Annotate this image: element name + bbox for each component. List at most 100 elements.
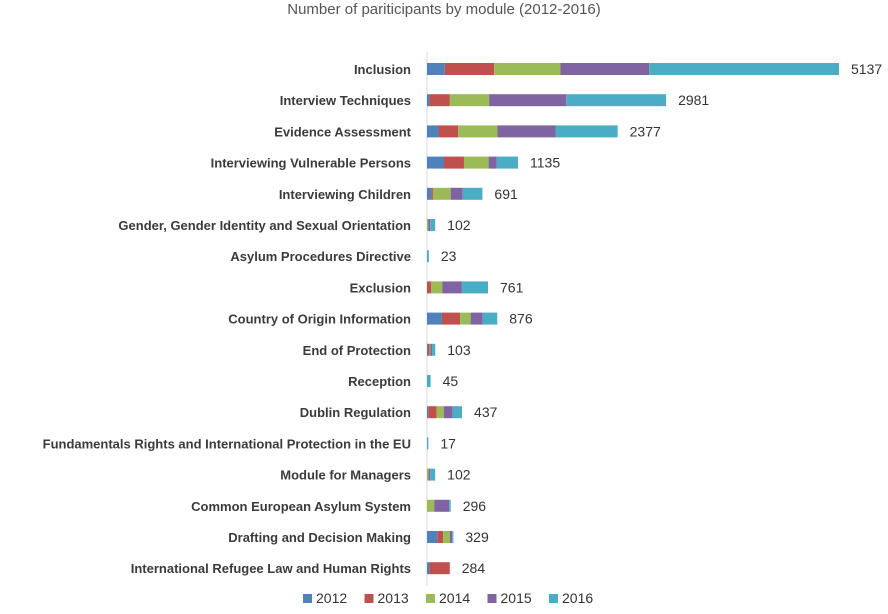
bar-segment-inclusion-2012	[427, 63, 445, 75]
bars-layer	[427, 63, 839, 575]
bar-segment-evidence-assessment-2015	[497, 125, 556, 138]
bar-segment-interviewing-children-2013	[431, 187, 433, 200]
bar-segment-drafting-and-decision-making-2013	[437, 531, 444, 543]
category-label-gender-gender-identity-and-sexual-orientation: Gender, Gender Identity and Sexual Orien…	[118, 218, 411, 233]
bar-segment-evidence-assessment-2013	[438, 125, 459, 138]
bar-segment-international-refugee-law-and-human-rights-2013	[429, 562, 450, 575]
bar-segment-interview-techniques-2015	[489, 94, 567, 107]
bar-segment-end-of-protection-2013	[427, 343, 430, 356]
bar-segment-interview-techniques-2014	[449, 94, 490, 107]
bar-segment-interviewing-children-2012	[427, 187, 432, 200]
total-label-exclusion: 761	[500, 279, 524, 295]
bar-segment-exclusion-2013	[427, 281, 432, 294]
bar-segment-reception-2016	[427, 375, 431, 387]
bar-segment-interviewing-vulnerable-persons-2013	[444, 156, 464, 169]
bar-segment-country-of-origin-information-2013	[441, 312, 461, 325]
legend-label-2012: 2012	[316, 590, 347, 606]
bar-segment-evidence-assessment-2012	[427, 125, 439, 138]
bar-segment-gender-gender-identity-and-sexual-orientation-2014	[427, 219, 429, 231]
bar-segment-evidence-assessment-2014	[458, 125, 498, 138]
bar-segment-evidence-assessment-2016	[555, 125, 618, 138]
category-label-interview-techniques: Interview Techniques	[280, 93, 411, 108]
category-label-interviewing-vulnerable-persons: Interviewing Vulnerable Persons	[211, 156, 411, 171]
bar-segment-dublin-regulation-2012	[427, 406, 429, 419]
bar-segment-common-european-asylum-system-2016	[449, 499, 451, 512]
bar-segment-exclusion-2015	[442, 281, 462, 294]
bar-segment-country-of-origin-information-2012	[427, 312, 442, 325]
total-label-interviewing-vulnerable-persons: 1135	[530, 155, 560, 171]
category-label-common-european-asylum-system: Common European Asylum System	[191, 499, 411, 514]
category-label-end-of-protection: End of Protection	[303, 343, 411, 358]
legend-swatch-2015	[487, 594, 497, 603]
bar-segment-gender-gender-identity-and-sexual-orientation-2016	[430, 219, 436, 231]
total-label-fundamentals-rights-and-international-protection-in-the-eu: 17	[440, 435, 456, 451]
total-label-international-refugee-law-and-human-rights: 284	[462, 560, 486, 576]
category-label-interviewing-children: Interviewing Children	[279, 187, 411, 202]
bar-segment-gender-gender-identity-and-sexual-orientation-2015	[428, 219, 431, 231]
chart-title: Number of pariticipants by module (2012-…	[287, 1, 601, 18]
total-label-reception: 45	[443, 373, 459, 389]
total-label-end-of-protection: 103	[447, 342, 471, 358]
legend-label-2014: 2014	[439, 590, 470, 606]
bar-segment-module-for-managers-2014	[427, 468, 429, 481]
bar-segment-interviewing-children-2016	[462, 187, 483, 200]
total-label-gender-gender-identity-and-sexual-orientation: 102	[447, 217, 471, 233]
bar-segment-interviewing-children-2014	[432, 187, 451, 200]
total-label-module-for-managers: 102	[447, 467, 471, 483]
total-label-common-european-asylum-system: 296	[463, 498, 487, 514]
category-label-dublin-regulation: Dublin Regulation	[300, 405, 411, 420]
total-label-interview-techniques: 2981	[678, 92, 709, 108]
bar-segment-interviewing-children-2015	[450, 187, 463, 200]
category-label-drafting-and-decision-making: Drafting and Decision Making	[228, 530, 411, 545]
bar-segment-asylum-procedures-directive-2016	[427, 250, 429, 263]
legend-swatch-2014	[426, 594, 435, 603]
bar-segment-end-of-protection-2014	[429, 343, 431, 356]
bar-segment-interview-techniques-2016	[566, 94, 667, 107]
total-label-drafting-and-decision-making: 329	[465, 529, 489, 545]
total-label-interviewing-children: 691	[494, 186, 518, 202]
bar-segment-interviewing-vulnerable-persons-2014	[463, 156, 489, 169]
bar-segment-country-of-origin-information-2014	[460, 312, 471, 325]
category-label-reception: Reception	[348, 374, 411, 389]
bar-segment-inclusion-2016	[649, 63, 839, 75]
bar-segment-international-refugee-law-and-human-rights-2012	[427, 562, 430, 575]
total-label-evidence-assessment: 2377	[630, 123, 661, 139]
bar-segment-country-of-origin-information-2015	[470, 312, 483, 325]
category-label-asylum-procedures-directive: Asylum Procedures Directive	[230, 249, 411, 264]
bar-segment-end-of-protection-2016	[432, 343, 436, 356]
total-label-country-of-origin-information: 876	[509, 311, 533, 327]
bar-segment-exclusion-2016	[461, 281, 489, 294]
category-labels: Inclusion Interview Techniques Evidence As…	[43, 62, 412, 576]
legend-swatch-2016	[549, 594, 558, 603]
bar-segment-end-of-protection-2012	[427, 343, 428, 356]
bar-segment-interviewing-vulnerable-persons-2012	[427, 156, 444, 169]
category-label-international-refugee-law-and-human-rights: International Refugee Law and Human Righ…	[131, 561, 411, 576]
bar-segment-inclusion-2015	[560, 63, 650, 75]
legend-label-2013: 2013	[378, 590, 409, 606]
legend-label-2016: 2016	[562, 590, 593, 606]
bar-segment-dublin-regulation-2016	[452, 406, 463, 419]
bar-segment-drafting-and-decision-making-2015	[449, 531, 453, 543]
bar-segment-fundamentals-rights-and-international-protection-in-the-eu-2016	[427, 437, 429, 450]
bar-segment-dublin-regulation-2013	[428, 406, 437, 419]
bar-segment-interview-techniques-2013	[429, 94, 450, 107]
total-label-dublin-regulation: 437	[474, 404, 498, 420]
bar-segment-module-for-managers-2015	[428, 468, 431, 481]
bar-segment-drafting-and-decision-making-2016	[452, 531, 454, 543]
bar-segment-inclusion-2014	[494, 63, 561, 75]
bar-segment-country-of-origin-information-2016	[482, 312, 498, 325]
total-label-asylum-procedures-directive: 23	[441, 248, 457, 264]
legend-swatch-2012	[303, 594, 312, 603]
total-labels: 5137 2981 2377 1135 691 102 23 761 876 103 45 437 17…	[440, 61, 882, 576]
bar-segment-interview-techniques-2012	[427, 94, 430, 107]
bar-segment-dublin-regulation-2015	[443, 406, 453, 419]
category-label-exclusion: Exclusion	[350, 280, 411, 295]
total-label-inclusion: 5137	[851, 61, 882, 77]
bar-segment-inclusion-2013	[444, 63, 495, 75]
category-label-module-for-managers: Module for Managers	[280, 468, 411, 483]
category-label-inclusion: Inclusion	[354, 62, 411, 77]
bar-segment-exclusion-2014	[431, 281, 443, 294]
bar-segment-interviewing-vulnerable-persons-2016	[496, 156, 519, 169]
bar-segment-drafting-and-decision-making-2014	[443, 531, 450, 543]
